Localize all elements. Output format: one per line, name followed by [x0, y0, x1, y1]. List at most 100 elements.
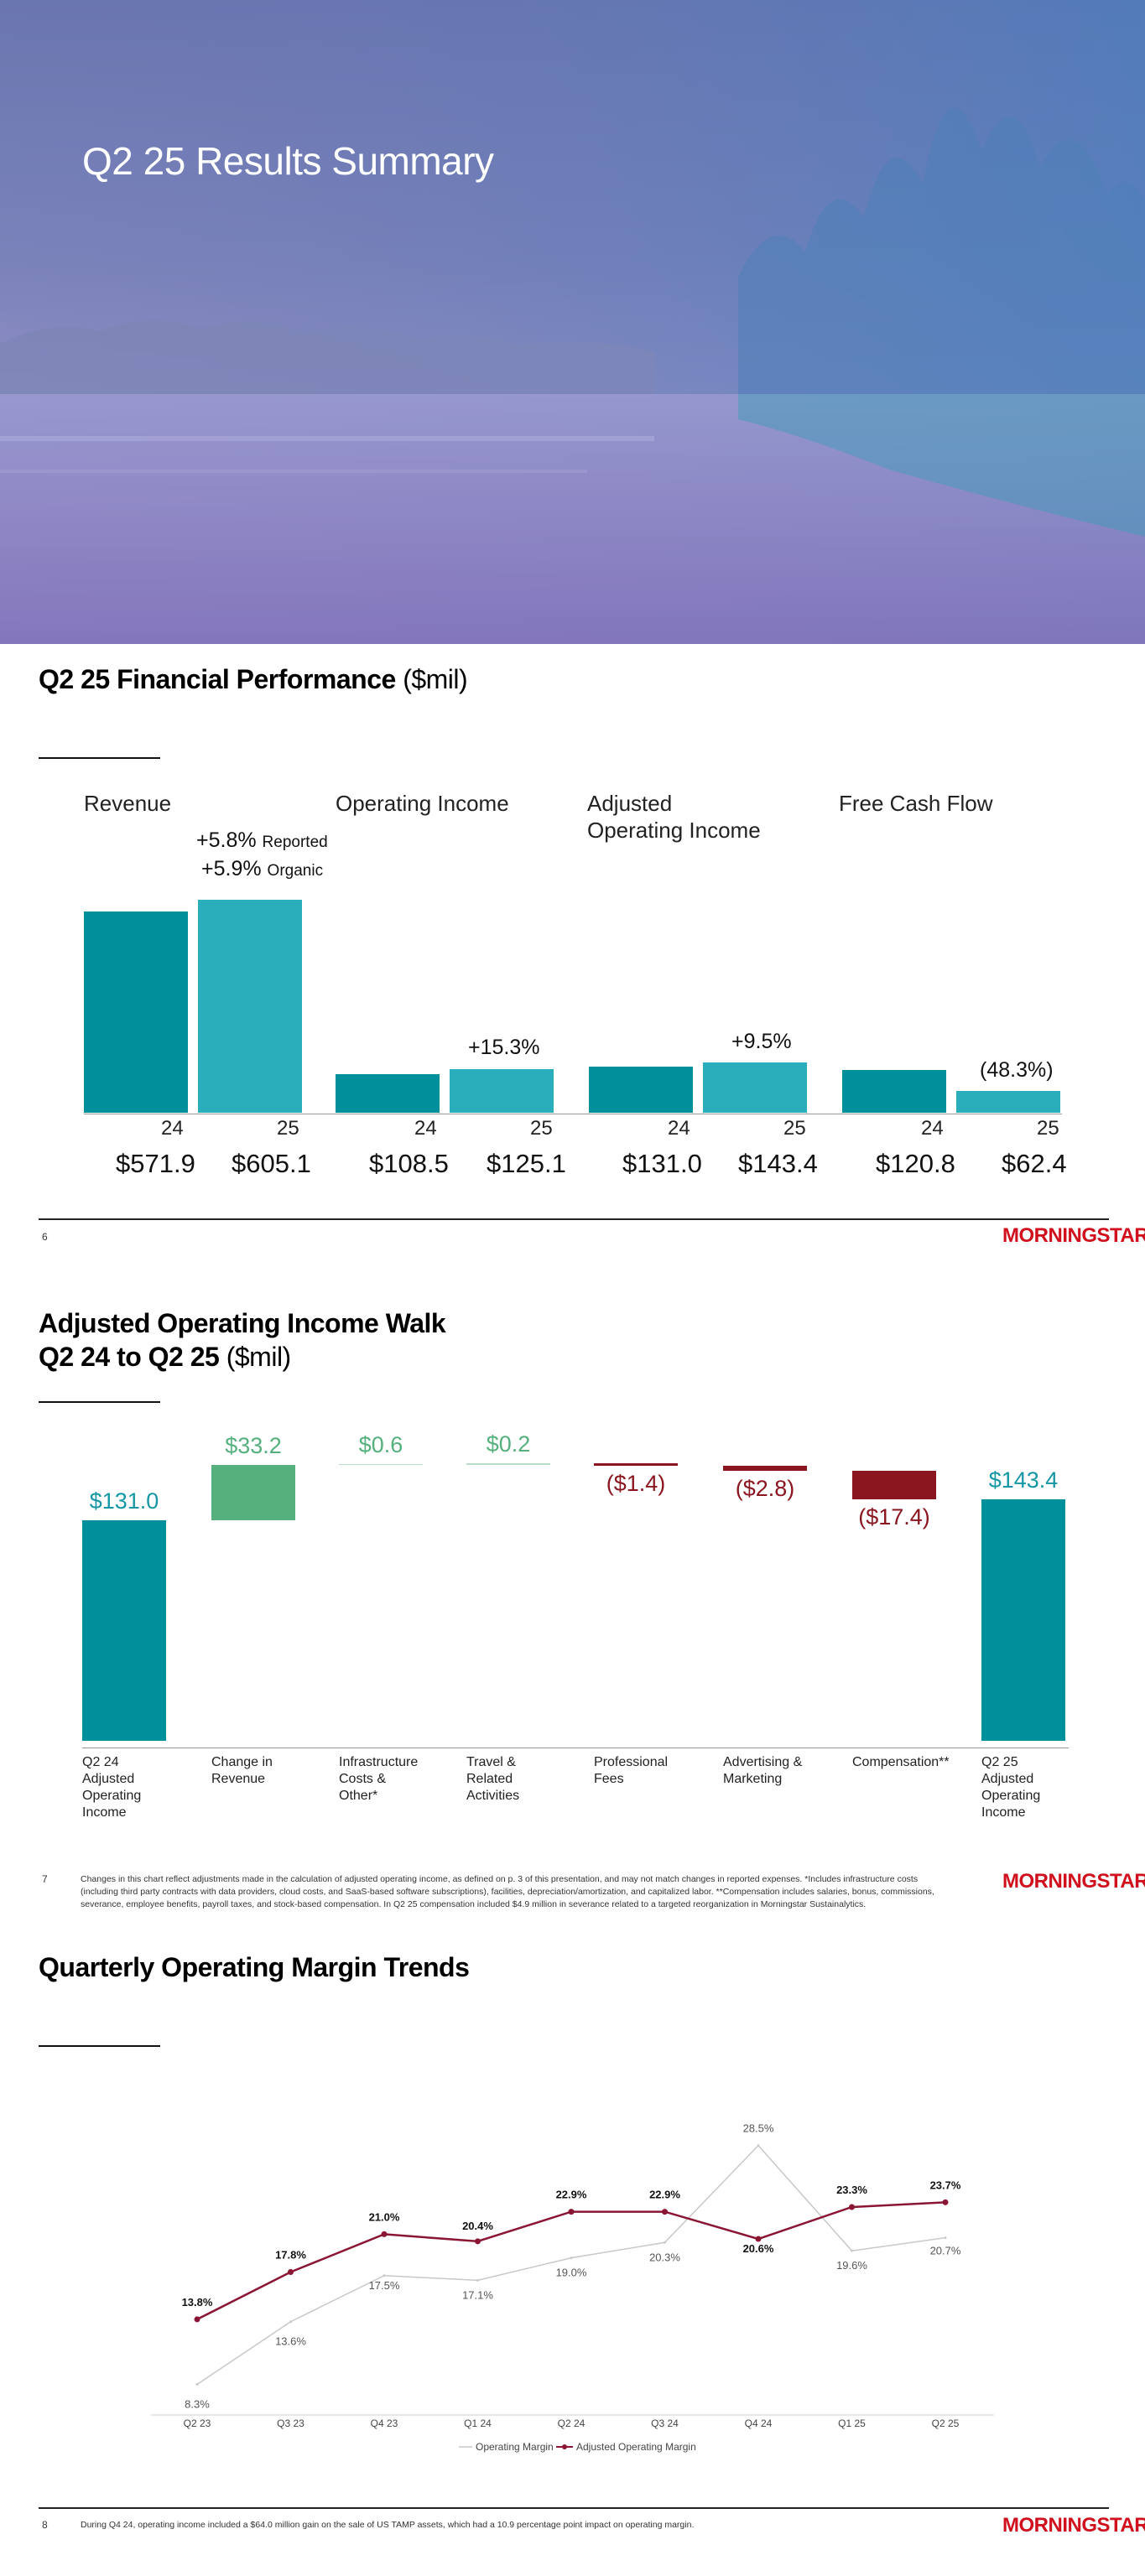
revenue-change-organic-note: Organic — [267, 862, 324, 880]
margins-footnote: During Q4 24, operating income included … — [81, 2520, 695, 2530]
metric-label-adjusted-operating-income: Adjusted Operating Income — [587, 790, 761, 844]
operating-margin-data-label: 17.1% — [462, 2288, 493, 2301]
legend-adjusted-margin-label: Adjusted Operating Margin — [576, 2441, 696, 2453]
walk-value-label: $33.2 — [225, 1432, 282, 1458]
adjusted-margin-point — [381, 2231, 388, 2237]
x-tick-label: Q1 25 — [838, 2418, 866, 2429]
metric-label-line2: Operating Income — [587, 818, 761, 843]
walk-footnote: Changes in this chart reflect adjustment… — [81, 1874, 934, 1909]
walk-bar — [211, 1464, 295, 1521]
adjusted-margin-data-label: 23.3% — [836, 2184, 867, 2196]
adjusted-margin-data-label: 22.9% — [556, 2189, 587, 2201]
current-year-bar — [198, 900, 302, 1113]
operating-income-change: +15.3% — [468, 1036, 540, 1059]
page-number: 6 — [42, 1231, 48, 1243]
operating-income-prior-year: 24 — [414, 1117, 437, 1140]
hero-banner: Q2 25 Results Summary — [0, 0, 1145, 644]
operating-margin-data-label: 17.5% — [369, 2279, 400, 2292]
walk-title-line1: Adjusted Operating Income Walk — [39, 1308, 446, 1338]
walk-bar — [82, 1520, 166, 1741]
walk-title-line2: Q2 24 to Q2 25 — [39, 1342, 220, 1372]
walk-category-label: Q2 24 Adjusted Operating Income — [82, 1755, 142, 1820]
adjusted-margin-data-label: 21.0% — [369, 2210, 400, 2223]
adjusted-oi-prior-value: $131.0 — [622, 1149, 702, 1178]
adjusted-margin-point — [942, 2199, 949, 2205]
adjusted-margin-point — [662, 2209, 668, 2215]
operating-margin-point — [570, 2257, 573, 2260]
prior-year-bar — [842, 1070, 946, 1113]
operating-income-current-year: 25 — [530, 1117, 553, 1140]
metric-label-free-cash-flow: Free Cash Flow — [839, 791, 993, 816]
prior-year-bar — [589, 1067, 693, 1113]
free-cash-flow-change: (48.3%) — [980, 1058, 1054, 1082]
morningstar-logo: MORNINGSTAR — [1002, 1224, 1145, 1247]
operating-margin-point — [757, 2144, 760, 2148]
revenue-prior-year: 24 — [161, 1117, 184, 1140]
operating-margin-point — [289, 2320, 292, 2324]
current-year-bar — [703, 1062, 807, 1113]
revenue-current-year: 25 — [277, 1117, 299, 1140]
walk-bar — [723, 1465, 807, 1471]
morningstar-logo: MORNINGSTAR — [1002, 1870, 1145, 1893]
adjusted-oi-current-year: 25 — [783, 1117, 806, 1140]
walk-value-label: ($2.8) — [735, 1475, 795, 1501]
page-divider — [39, 1218, 1109, 1220]
adjusted-margin-point — [568, 2209, 575, 2215]
revenue-current-value: $605.1 — [232, 1149, 311, 1178]
walk-category-label: Change in Revenue — [211, 1755, 273, 1786]
x-tick-label: Q2 25 — [932, 2418, 960, 2429]
walk-title: Adjusted Operating Income Walk Q2 24 to … — [39, 1306, 446, 1374]
walk-value-label: $143.4 — [988, 1467, 1059, 1493]
x-tick-label: Q2 23 — [184, 2418, 211, 2429]
walk-bar — [852, 1470, 936, 1500]
operating-margin-point — [944, 2236, 947, 2240]
x-tick-label: Q2 24 — [558, 2418, 586, 2429]
x-tick-label: Q3 23 — [277, 2418, 304, 2429]
adjusted-margin-data-label: 22.9% — [649, 2189, 680, 2201]
adjusted-operating-income-change: +9.5% — [731, 1030, 792, 1053]
adjusted-oi-current-value: $143.4 — [738, 1149, 818, 1178]
revenue-change-reported: +5.8% Reported — [196, 828, 328, 853]
walk-unit: ($mil) — [226, 1342, 291, 1372]
walk-title-line2-row: Q2 24 to Q2 25 ($mil) — [39, 1340, 445, 1374]
revenue-change-organic-value: +5.9% — [201, 857, 262, 880]
performance-unit: ($mil) — [403, 664, 468, 694]
fcf-prior-value: $120.8 — [876, 1149, 955, 1178]
title-underline — [39, 1401, 160, 1403]
x-tick-label: Q4 23 — [371, 2418, 398, 2429]
adjusted-margin-data-label: 17.8% — [275, 2249, 306, 2262]
morningstar-logo: MORNINGSTAR — [1002, 2514, 1145, 2537]
adjusted-margin-data-label: 20.4% — [462, 2220, 493, 2232]
operating-margin-data-label: 19.6% — [836, 2259, 867, 2272]
fcf-prior-year: 24 — [921, 1117, 944, 1140]
adjusted-margin-data-label: 23.7% — [930, 2179, 961, 2191]
margin-chart: Q2 23 Q3 23 Q4 23 Q1 24 Q2 24 Q3 24 Q4 24 Q1 25… — [151, 2122, 994, 2453]
walk-bar — [594, 1463, 678, 1467]
operating-margin-data-label: 28.5% — [743, 2122, 774, 2135]
walk-value-label: $0.2 — [486, 1431, 531, 1457]
lake-forest-image — [0, 0, 1145, 644]
walk-category-label: Compensation** — [852, 1755, 950, 1769]
adjusted-margin-point — [288, 2269, 294, 2276]
walk-bar — [466, 1463, 550, 1465]
revenue-change-reported-value: +5.8% — [196, 828, 257, 852]
fcf-current-year: 25 — [1037, 1117, 1059, 1140]
operating-margin-data-label: 8.3% — [185, 2397, 210, 2410]
walk-category-label: Q2 25 Adjusted Operating Income — [981, 1755, 1041, 1820]
adjusted-margin-point — [755, 2236, 762, 2242]
adjusted-operating-margin-line — [196, 2201, 946, 2321]
prior-year-bar — [84, 911, 188, 1113]
revenue-change-reported-note: Reported — [262, 834, 328, 851]
prior-year-bar — [336, 1074, 440, 1113]
current-year-bar — [956, 1090, 1060, 1113]
adjusted-margin-point — [194, 2316, 200, 2323]
walk-value-label: $131.0 — [89, 1488, 159, 1514]
walk-category-label: Professional Fees — [594, 1755, 669, 1786]
walk-bar — [981, 1499, 1065, 1741]
adjusted-oi-prior-year: 24 — [668, 1117, 690, 1140]
walk-bar — [339, 1463, 423, 1466]
adjusted-margin-point — [475, 2238, 481, 2245]
metric-label-line1: Adjusted — [587, 791, 673, 816]
title-underline — [39, 757, 160, 759]
operating-margin-data-label: 13.6% — [275, 2335, 306, 2348]
